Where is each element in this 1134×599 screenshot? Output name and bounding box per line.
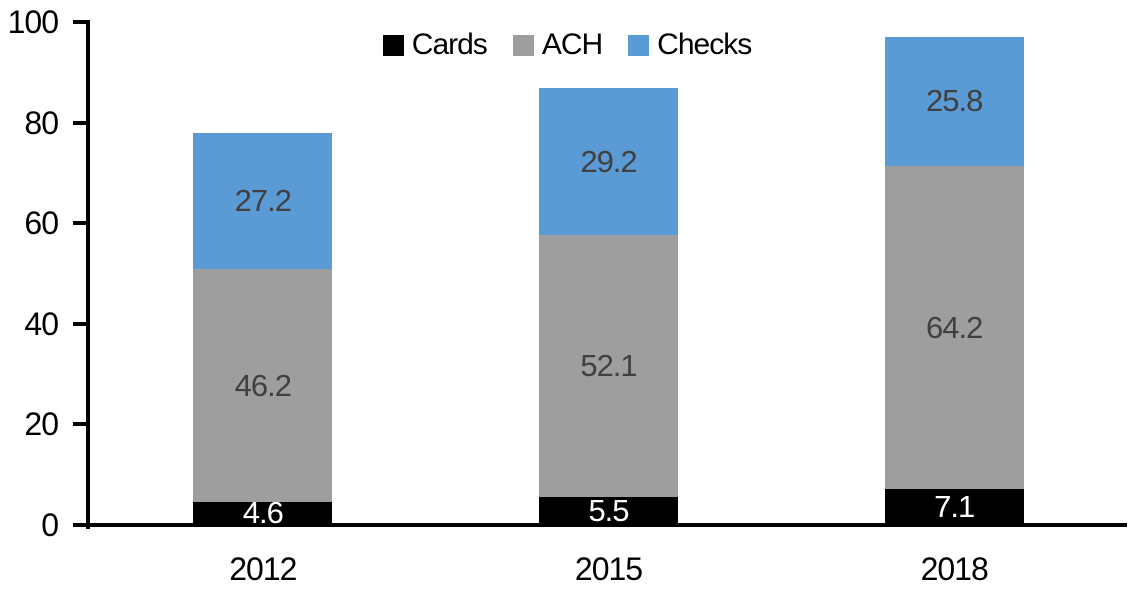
bar-value-label: 46.2 [234, 367, 292, 403]
y-axis-tick-label: 20 [24, 406, 59, 443]
bar-segment-cards-2015: 5.5 [539, 493, 678, 528]
bar-segment-checks-2015: 29.2 [539, 88, 678, 236]
legend-swatch-icon [628, 34, 650, 56]
y-axis-tick-label: 100 [7, 4, 59, 40]
bar-value-label: 29.2 [580, 143, 637, 179]
y-axis-line [86, 20, 90, 529]
bar-segment-ach-2012: 46.2 [193, 269, 333, 502]
x-axis-label-2015: 2015 [574, 551, 643, 587]
bar-value-label: 64.2 [925, 309, 983, 345]
y-axis-tick [73, 120, 86, 125]
bar-segment-cards-2012: 4.6 [193, 495, 333, 530]
bar-value-label: 7.1 [934, 489, 975, 525]
y-axis-tick [73, 321, 86, 326]
legend-label: ACH [541, 28, 603, 61]
legend-item-cards: Cards [382, 28, 488, 62]
legend-swatch-icon [512, 34, 534, 56]
x-axis-label-2018: 2018 [920, 551, 989, 587]
y-axis-tick-label: 80 [24, 104, 59, 141]
bar-segment-checks-2018: 25.8 [884, 36, 1024, 167]
bar-value-label: 27.2 [234, 183, 292, 219]
bar-value-label: 25.8 [925, 83, 983, 119]
y-axis-tick [73, 20, 86, 24]
y-axis-tick-label: 40 [24, 305, 59, 342]
bar-segment-checks-2012: 27.2 [193, 132, 333, 270]
bar-value-label: 5.5 [588, 493, 629, 529]
bar-value-label: 52.1 [580, 348, 637, 384]
chart-legend: Cards ACH Checks [0, 28, 1134, 62]
legend-item-checks: Checks [628, 28, 752, 62]
x-axis-line [86, 523, 1127, 527]
y-axis-tick [73, 221, 86, 226]
y-axis-tick [73, 523, 86, 527]
x-axis-label-2012: 2012 [229, 551, 297, 587]
legend-item-ach: ACH [512, 28, 603, 62]
bar-segment-ach-2018: 64.2 [884, 166, 1024, 490]
legend-label: Checks [657, 28, 752, 61]
legend-swatch-icon [382, 34, 404, 56]
y-axis-tick [73, 422, 86, 427]
bar-segment-cards-2018: 7.1 [884, 489, 1024, 525]
y-axis-tick-label: 60 [24, 205, 59, 242]
bar-segment-ach-2015: 52.1 [539, 235, 678, 498]
legend-label: Cards [411, 28, 488, 61]
y-axis-tick-label: 0 [41, 507, 59, 543]
